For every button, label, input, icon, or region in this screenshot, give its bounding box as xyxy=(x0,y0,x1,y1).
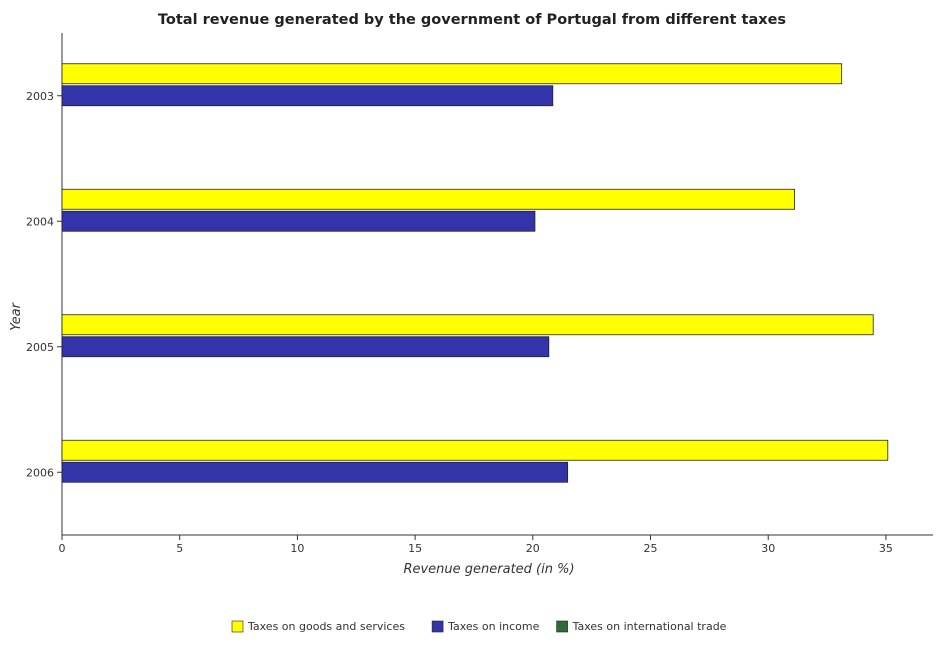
y-axis-label: Year xyxy=(9,301,24,330)
legend-swatch xyxy=(557,621,568,632)
legend: Taxes on goods and services Taxes on inco… xyxy=(232,620,727,633)
y-tick-label: 2004 xyxy=(26,215,54,228)
bar xyxy=(62,337,549,357)
x-tick-label: 10 xyxy=(290,542,304,555)
x-tick-label: 0 xyxy=(59,542,66,555)
x-tick-label: 20 xyxy=(526,542,540,555)
x-tick-label: 5 xyxy=(176,542,183,555)
x-tick-label: 30 xyxy=(761,542,775,555)
x-tick-label: 15 xyxy=(408,542,422,555)
bar xyxy=(62,189,795,209)
legend-label: Taxes on international trade xyxy=(572,620,727,633)
y-tick-label: 2005 xyxy=(26,341,54,354)
bar xyxy=(62,211,535,231)
bar xyxy=(62,440,888,460)
x-axis-label: Revenue generated (in %) xyxy=(403,562,574,577)
x-tick-label: 25 xyxy=(644,542,658,555)
legend-label: Taxes on income xyxy=(447,620,540,633)
x-tick-label: 35 xyxy=(879,542,893,555)
plot-area: 0 5 10 15 20 25 30 35 2003 2004 2005 2006 xyxy=(26,33,933,555)
bar xyxy=(62,462,568,482)
chart-title: Total revenue generated by the governmen… xyxy=(158,12,786,28)
bar xyxy=(62,64,842,84)
bar xyxy=(62,86,553,106)
legend-swatch xyxy=(232,621,243,632)
y-tick-label: 2003 xyxy=(26,90,54,103)
legend-swatch xyxy=(432,621,443,632)
bar xyxy=(62,315,873,335)
y-tick-label: 2006 xyxy=(26,466,54,479)
legend-label: Taxes on goods and services xyxy=(247,620,405,633)
